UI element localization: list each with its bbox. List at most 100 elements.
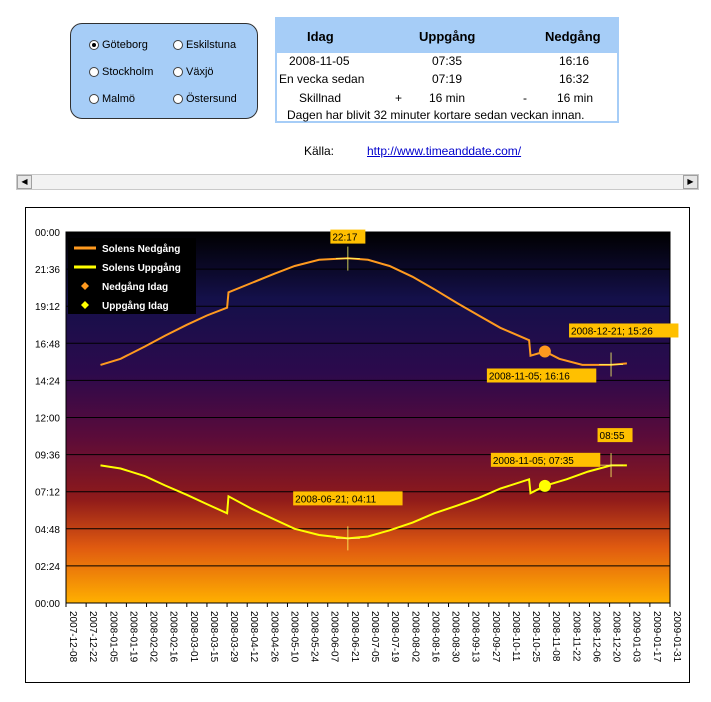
legend-box xyxy=(68,238,196,314)
x-tick-label: 2008-08-30 xyxy=(450,611,461,663)
x-tick-label: 2008-07-05 xyxy=(369,611,380,663)
legend-swatch-marker xyxy=(81,301,89,309)
y-tick-label: 19:12 xyxy=(35,302,60,313)
annotation-label: 2008-06-21; 04:11 xyxy=(295,494,376,505)
x-tick-label: 2008-02-16 xyxy=(168,611,179,663)
legend-label: Solens Nedgång xyxy=(102,243,180,255)
header-set: Nedgång xyxy=(545,29,601,44)
legend-label: Nedgång Idag xyxy=(102,281,168,293)
x-tick-label: 2008-06-21 xyxy=(349,611,360,663)
radio-icon xyxy=(89,67,99,77)
legend-label: Uppgång Idag xyxy=(102,300,169,312)
plot-border xyxy=(65,231,671,604)
y-tick-label: 00:00 xyxy=(35,228,60,239)
x-tick-label: 2008-12-06 xyxy=(590,611,601,663)
today-date: 2008-11-05 xyxy=(289,54,350,68)
week-ago-set: 16:32 xyxy=(559,72,590,86)
today-set: 16:16 xyxy=(559,54,590,68)
y-tick-label: 21:36 xyxy=(35,265,60,276)
x-tick-label: 2008-03-29 xyxy=(228,611,239,663)
x-tick-label: 2008-06-07 xyxy=(329,611,340,663)
radio-label: Växjö xyxy=(186,66,214,78)
x-tick-label: 2008-05-10 xyxy=(288,611,299,663)
table-header xyxy=(277,19,617,53)
annotation-box xyxy=(490,452,601,467)
source-link[interactable]: http://www.timeanddate.com/ xyxy=(367,144,522,158)
scroll-right-icon[interactable]: ▶ xyxy=(683,175,698,189)
annotation-box xyxy=(486,368,597,383)
x-tick-label: 2008-09-27 xyxy=(490,611,501,663)
scroll-left-icon[interactable]: ◀ xyxy=(17,175,32,189)
annotation-label: 22:17 xyxy=(332,233,357,244)
legend-swatch-marker xyxy=(81,282,89,290)
x-tick-label: 2008-01-19 xyxy=(127,611,138,663)
x-tick-label: 2008-11-22 xyxy=(570,611,581,662)
radio-icon xyxy=(173,94,183,104)
radio-icon xyxy=(173,40,183,50)
header-rise: Uppgång xyxy=(419,29,476,44)
x-tick-label: 2008-08-16 xyxy=(429,611,440,663)
y-tick-label: 00:00 xyxy=(35,599,60,610)
x-tick-label: 2008-03-01 xyxy=(188,611,199,663)
x-tick-label: 2007-12-22 xyxy=(87,611,98,663)
chart-area: 00:00 02:24 04:48 07:12 09:36 12:00 14:24 16:48… xyxy=(25,207,690,683)
diff-rise-sign: + xyxy=(395,91,403,105)
x-tick-label: 2008-07-19 xyxy=(389,611,400,663)
radio-city-4[interactable]: Malmö xyxy=(89,93,135,105)
annotation-label: 2008-12-21; 15:26 xyxy=(571,326,653,337)
y-tick-label: 14:24 xyxy=(35,376,60,387)
city-selector: Göteborg Eskilstuna Stockholm Växjö Malm… xyxy=(70,23,258,119)
annotation-label: 2008-11-05; 16:16 xyxy=(489,371,570,382)
radio-icon xyxy=(173,67,183,77)
radio-label: Stockholm xyxy=(102,66,154,78)
radio-city-5[interactable]: Östersund xyxy=(173,93,237,105)
x-tick-label: 2008-10-25 xyxy=(530,611,541,663)
y-tick-label: 16:48 xyxy=(35,339,60,350)
x-tick-label: 2008-02-02 xyxy=(148,611,159,663)
radio-label: Göteborg xyxy=(102,39,148,51)
x-tick-label: 2008-08-02 xyxy=(409,611,420,663)
y-tick-label: 12:00 xyxy=(35,414,60,425)
x-tick-label: 2009-01-31 xyxy=(671,611,682,663)
horizontal-scrollbar[interactable]: ◀ ▶ xyxy=(16,174,699,190)
y-tick-label: 02:24 xyxy=(35,562,60,573)
annotation-label: 08:55 xyxy=(600,431,625,442)
radio-label: Eskilstuna xyxy=(186,39,237,51)
x-tick-label: 2008-09-13 xyxy=(470,611,481,663)
annotation-label: 2008-11-05; 07:35 xyxy=(493,456,574,467)
radio-icon xyxy=(89,94,99,104)
x-tick-label: 2009-01-17 xyxy=(651,611,662,663)
radio-label: Malmö xyxy=(102,93,136,105)
header-today: Idag xyxy=(307,29,334,44)
diff-set: 16 min xyxy=(557,91,594,105)
annotation-box xyxy=(293,491,403,506)
x-tick-label: 2008-04-12 xyxy=(248,611,259,663)
radio-city-0[interactable]: Göteborg xyxy=(89,39,148,51)
sun-times-table: Idag Uppgång Nedgång 2008-11-05 07:35 16… xyxy=(275,17,619,123)
week-ago-label: En vecka sedan xyxy=(279,72,365,86)
y-tick-label: 07:12 xyxy=(35,488,60,499)
x-tick-label: 2008-03-15 xyxy=(208,611,219,663)
x-tick-label: 2008-01-05 xyxy=(107,611,118,663)
x-tick-label: 2007-12-08 xyxy=(67,611,78,663)
x-tick-label: 2008-04-26 xyxy=(268,611,279,663)
diff-rise: 16 min xyxy=(429,91,466,105)
x-tick-label: 2008-12-20 xyxy=(611,611,622,663)
radio-city-1[interactable]: Eskilstuna xyxy=(173,39,236,51)
radio-city-3[interactable]: Växjö xyxy=(173,66,214,78)
annotation-box xyxy=(569,323,679,338)
today-rise: 07:35 xyxy=(432,54,463,68)
diff-label: Skillnad xyxy=(299,91,342,105)
x-tick-label: 2009-01-03 xyxy=(631,611,642,663)
annotation-box xyxy=(330,229,366,244)
summary-text: Dagen har blivit 32 minuter kortare seda… xyxy=(287,108,585,122)
radio-city-2[interactable]: Stockholm xyxy=(89,66,153,78)
week-ago-rise: 07:19 xyxy=(432,72,463,86)
sunrise-today-marker xyxy=(538,479,551,492)
radio-label: Östersund xyxy=(186,93,237,105)
x-tick-label: 2008-11-08 xyxy=(550,611,561,662)
legend-label: Solens Uppgång xyxy=(102,262,181,274)
source-label: Källa: xyxy=(304,144,335,158)
diff-set-sign: - xyxy=(523,91,527,105)
x-tick-label: 2008-05-24 xyxy=(309,611,320,663)
